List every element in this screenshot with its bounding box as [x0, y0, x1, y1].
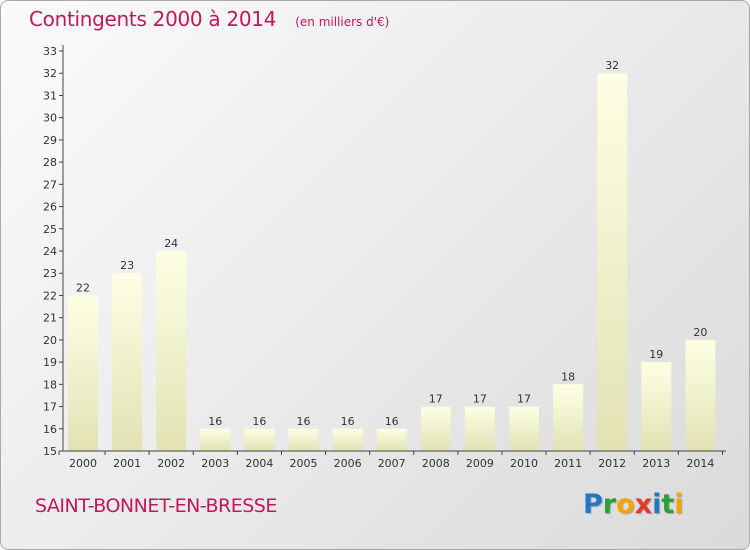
bar	[244, 428, 275, 451]
x-tick-label: 2009	[466, 457, 494, 470]
bar	[464, 406, 495, 451]
bar-value-label: 17	[517, 393, 531, 406]
y-tick-label: 19	[43, 356, 57, 369]
brand-letter: P	[583, 489, 603, 520]
brand-letter: o	[616, 489, 635, 520]
bar	[420, 406, 451, 451]
bar-value-label: 18	[561, 370, 575, 383]
bar-value-label: 16	[208, 415, 222, 428]
bar	[509, 406, 539, 451]
y-tick-label: 30	[43, 112, 57, 125]
bar	[376, 428, 407, 451]
x-tick-label: 2000	[69, 457, 97, 470]
bar-value-label: 17	[429, 393, 443, 406]
chart-title: Contingents 2000 à 2014	[29, 7, 277, 31]
y-tick-label: 32	[43, 67, 57, 80]
y-tick-label: 18	[43, 378, 57, 391]
y-tick-label: 22	[43, 289, 57, 302]
y-tick-label: 15	[43, 445, 57, 458]
bar	[641, 362, 672, 451]
bar-value-label: 24	[164, 237, 178, 250]
brand-letter: t	[661, 489, 675, 520]
bar-value-label: 17	[473, 393, 487, 406]
x-tick-label: 2003	[201, 457, 229, 470]
chart-header: Contingents 2000 à 2014 (en milliers d'€…	[29, 7, 389, 31]
bar-value-label: 23	[120, 259, 134, 272]
y-tick-label: 23	[43, 267, 57, 280]
x-tick-label: 2004	[245, 457, 273, 470]
y-tick-label: 28	[43, 156, 57, 169]
x-tick-label: 2001	[113, 457, 141, 470]
bar	[288, 428, 319, 451]
bar-value-label: 16	[341, 415, 355, 428]
bar	[112, 273, 143, 451]
x-tick-label: 2013	[642, 457, 670, 470]
x-tick-label: 2006	[334, 457, 362, 470]
bar	[200, 428, 231, 451]
bar-value-label: 22	[76, 281, 90, 294]
bar-value-label: 32	[605, 59, 619, 72]
bar-value-label: 16	[297, 415, 311, 428]
chart-subtitle: (en milliers d'€)	[295, 15, 390, 29]
bar	[156, 251, 187, 451]
bar-value-label: 16	[252, 415, 266, 428]
x-tick-label: 2011	[554, 457, 582, 470]
bar	[332, 428, 363, 451]
y-tick-label: 26	[43, 201, 57, 214]
y-tick-label: 17	[43, 401, 57, 414]
brand-logo: Proxiti	[583, 489, 684, 520]
x-tick-label: 2010	[510, 457, 538, 470]
bar-value-label: 16	[385, 415, 399, 428]
place-name: SAINT-BONNET-EN-BRESSE	[35, 495, 277, 517]
bar-value-label: 20	[693, 326, 707, 339]
bar-value-label: 19	[649, 348, 663, 361]
brand-letter: x	[634, 489, 653, 520]
bar	[553, 384, 584, 451]
y-tick-label: 21	[43, 312, 57, 325]
y-tick-label: 24	[43, 245, 57, 258]
x-tick-label: 2002	[157, 457, 185, 470]
y-tick-label: 33	[43, 45, 57, 58]
bar	[597, 73, 628, 451]
x-tick-label: 2014	[686, 457, 714, 470]
y-tick-label: 27	[43, 178, 57, 191]
y-tick-label: 31	[43, 89, 57, 102]
y-tick-label: 29	[43, 134, 57, 147]
y-tick-label: 20	[43, 334, 57, 347]
brand-letter: i	[652, 489, 662, 520]
x-tick-label: 2007	[378, 457, 406, 470]
y-tick-label: 16	[43, 423, 57, 436]
x-tick-label: 2008	[422, 457, 450, 470]
brand-letter: i	[674, 489, 684, 520]
brand-letter: r	[602, 489, 617, 520]
bar	[685, 339, 716, 451]
x-tick-label: 2012	[598, 457, 626, 470]
bar	[68, 295, 98, 451]
y-tick-label: 25	[43, 223, 57, 236]
x-tick-label: 2005	[290, 457, 318, 470]
